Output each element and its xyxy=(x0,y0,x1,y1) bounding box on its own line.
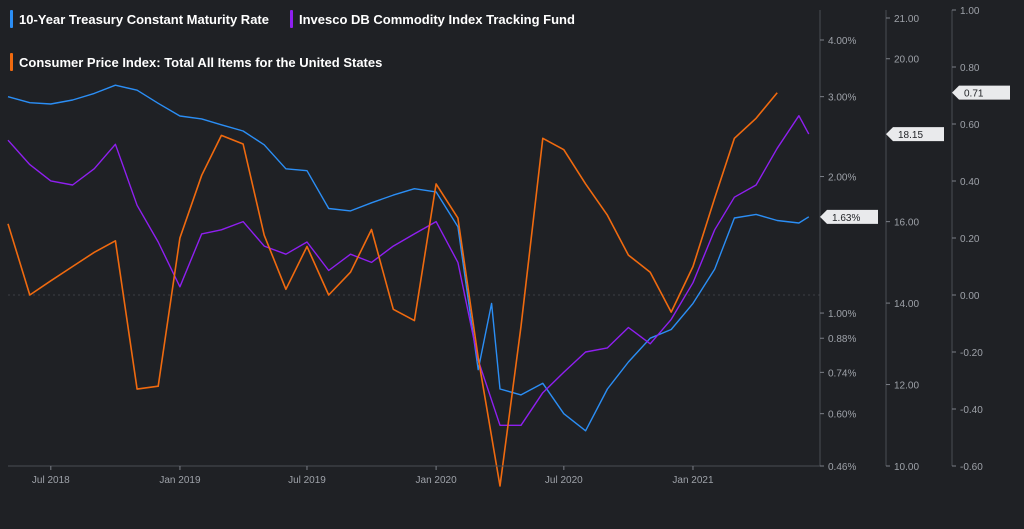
legend-item-fund[interactable]: Invesco DB Commodity Index Tracking Fund xyxy=(290,10,575,28)
cpi-axis-tick-label: -0.40 xyxy=(960,405,983,416)
fund-axis-tick-label: 21.00 xyxy=(894,14,919,25)
fund-line xyxy=(7,114,810,426)
cpi-axis-tick-label: 0.60 xyxy=(960,120,980,131)
axes-layer: 4.00% 3.00% 2.00% 1.00% 0.88% 0.74% 0.60% 0.46%… xyxy=(8,6,983,486)
cpi-axis-tick-label: 0.40 xyxy=(960,177,980,188)
treasury-axis-tick-label: 3.00% xyxy=(828,93,856,104)
legend-item-cpi[interactable]: Consumer Price Index: Total All Items fo… xyxy=(10,53,382,71)
treasury-last-value-bg xyxy=(820,209,878,224)
treasury-axis-tick-label: 1.00% xyxy=(828,309,856,320)
x-axis-tick-label: Jul 2019 xyxy=(288,475,326,486)
legend-label-fund: Invesco DB Commodity Index Tracking Fund xyxy=(299,11,575,27)
treasury-last-value: 1.63% xyxy=(820,209,878,224)
fund-axis-tick-label: 10.00 xyxy=(894,462,919,473)
cpi-axis-tick-label: 1.00 xyxy=(960,6,980,17)
cpi-last-value-text: 0.71 xyxy=(964,89,984,100)
fund-last-value-bg xyxy=(886,127,944,142)
fund-last-value-text: 18.15 xyxy=(898,130,923,141)
series-layer xyxy=(7,84,810,487)
fund-axis-tick-label: 20.00 xyxy=(894,55,919,66)
x-axis-tick-label: Jul 2018 xyxy=(32,475,70,486)
fund-last-value: 18.15 xyxy=(886,127,944,142)
legend-swatch-treasury xyxy=(10,10,13,28)
treasury-axis-tick-label: 0.74% xyxy=(828,368,856,379)
treasury-axis-tick-label: 0.46% xyxy=(828,462,856,473)
legend-label-cpi: Consumer Price Index: Total All Items fo… xyxy=(19,54,383,70)
cpi-axis-tick-label: -0.20 xyxy=(960,348,983,359)
x-axis-tick-label: Jan 2019 xyxy=(159,475,201,486)
cpi-axis-tick-label: -0.60 xyxy=(960,462,983,473)
x-axis-tick-label: Jan 2021 xyxy=(672,475,714,486)
treasury-axis-tick-label: 0.60% xyxy=(828,410,856,421)
fund-axis-tick-label: 14.00 xyxy=(894,299,919,310)
legend-swatch-cpi xyxy=(10,53,13,71)
value-labels-layer: 1.63% 18.15 0.71 xyxy=(820,85,1010,224)
cpi-axis-tick-label: 0.00 xyxy=(960,291,980,302)
legend-label-treasury: 10-Year Treasury Constant Maturity Rate xyxy=(19,11,269,27)
cpi-axis-tick-label: 0.80 xyxy=(960,63,980,74)
treasury-axis-tick-label: 0.88% xyxy=(828,334,856,345)
cpi-last-value-bg xyxy=(952,85,1010,100)
cpi-axis-tick-label: 0.20 xyxy=(960,234,980,245)
treasury-axis-tick-label: 4.00% xyxy=(828,36,856,47)
treasury-line xyxy=(7,84,810,432)
treasury-axis-tick-label: 2.00% xyxy=(828,173,856,184)
fund-axis-tick-label: 16.00 xyxy=(894,218,919,229)
legend-swatch-fund xyxy=(290,10,293,28)
fund-axis-tick-label: 12.00 xyxy=(894,381,919,392)
x-axis-tick-label: Jul 2020 xyxy=(545,475,583,486)
x-axis-tick-label: Jan 2020 xyxy=(416,475,458,486)
legend-item-treasury[interactable]: 10-Year Treasury Constant Maturity Rate xyxy=(10,10,269,28)
cpi-last-value: 0.71 xyxy=(952,85,1010,100)
treasury-last-value-text: 1.63% xyxy=(832,213,860,224)
cpi-line xyxy=(7,92,778,487)
